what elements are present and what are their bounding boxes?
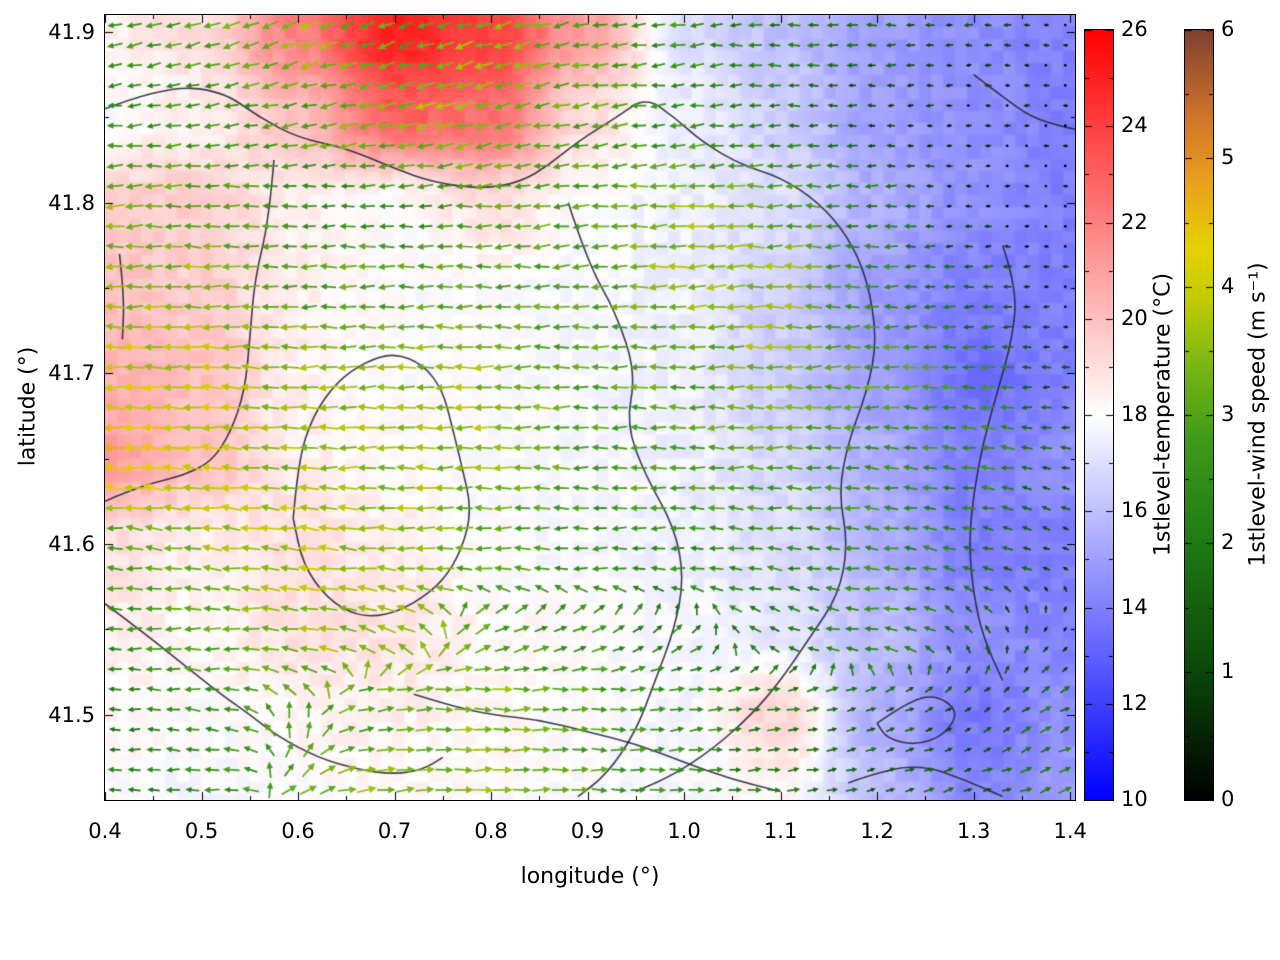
y-tick-label: 41.8 bbox=[48, 190, 95, 215]
y-tick-label: 41.6 bbox=[48, 532, 95, 557]
wind-tick-label: 0 bbox=[1221, 787, 1235, 811]
temperature-tick-label: 22 bbox=[1121, 209, 1148, 234]
temperature-tick-label: 14 bbox=[1121, 594, 1148, 619]
wind-colorbar-canvas bbox=[1185, 30, 1213, 800]
x-tick-label: 1.3 bbox=[956, 819, 991, 843]
x-tick-label: 0.7 bbox=[377, 819, 412, 843]
wind-tick-label: 4 bbox=[1221, 273, 1235, 298]
x-tick-label: 1.0 bbox=[667, 819, 701, 843]
x-tick-label: 1.2 bbox=[860, 819, 894, 843]
temperature-tick-label: 26 bbox=[1121, 17, 1148, 41]
x-tick-label: 0.6 bbox=[281, 819, 315, 843]
temperature-tick-label: 20 bbox=[1121, 305, 1148, 330]
temperature-colorbar-canvas bbox=[1085, 30, 1113, 800]
temperature-tick-label: 12 bbox=[1121, 690, 1148, 715]
x-tick-label: 1.1 bbox=[763, 819, 798, 843]
temperature-tick-label: 10 bbox=[1121, 787, 1148, 811]
temperature-tick-label: 16 bbox=[1121, 498, 1148, 523]
temperature-tick-label: 24 bbox=[1121, 113, 1148, 138]
y-tick-label: 41.9 bbox=[48, 20, 95, 45]
wind-tick-label: 2 bbox=[1221, 530, 1235, 555]
vector-field-canvas bbox=[105, 15, 1075, 800]
x-tick-label: 0.9 bbox=[570, 819, 605, 843]
x-tick-label: 1.4 bbox=[1053, 819, 1087, 843]
wind-tick-label: 3 bbox=[1221, 402, 1235, 426]
wind-tick-label: 5 bbox=[1221, 145, 1235, 170]
y-tick-label: 41.5 bbox=[48, 702, 95, 727]
plot-area bbox=[104, 14, 1076, 801]
y-tick-label: 41.7 bbox=[48, 361, 95, 386]
x-tick-label: 0.5 bbox=[184, 819, 219, 843]
temperature-tick-label: 18 bbox=[1121, 402, 1148, 426]
x-axis-title: longitude (°) bbox=[520, 864, 660, 889]
wind-colorbar bbox=[1184, 29, 1214, 801]
x-tick-label: 0.8 bbox=[474, 819, 508, 843]
wind-tick-label: 1 bbox=[1221, 658, 1235, 683]
wind-tick-label: 6 bbox=[1221, 17, 1235, 41]
temperature-colorbar bbox=[1084, 29, 1114, 801]
x-tick-label: 0.4 bbox=[88, 819, 122, 843]
